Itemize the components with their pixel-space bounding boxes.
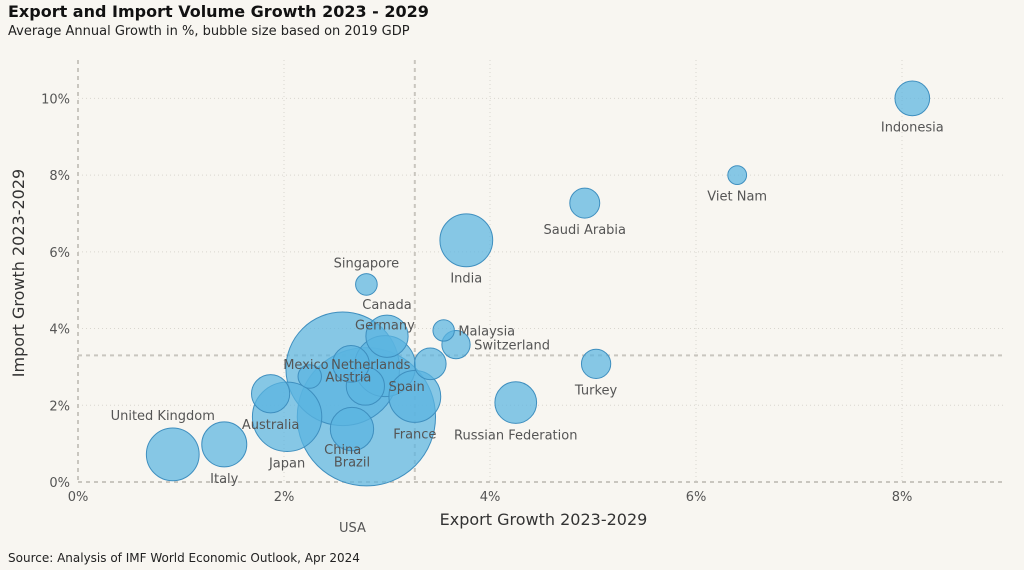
bubble-label-italy: Italy xyxy=(210,472,239,487)
bubble-label-singapore: Singapore xyxy=(334,257,400,272)
y-tick-label: 2% xyxy=(49,399,70,414)
bubble-netherlands xyxy=(413,347,447,381)
source-note: Source: Analysis of IMF World Economic O… xyxy=(8,551,360,565)
bubble-label-china: China xyxy=(324,443,361,458)
bubble-label-india: India xyxy=(450,272,482,287)
chart-subtitle: Average Annual Growth in %, bubble size … xyxy=(8,24,410,39)
x-tick-label: 4% xyxy=(480,490,501,505)
bubble-label-australia: Australia xyxy=(242,418,300,433)
x-axis-title: Export Growth 2023-2029 xyxy=(440,510,648,529)
y-tick-label: 10% xyxy=(41,92,70,107)
bubble-canada xyxy=(365,314,409,358)
bubble-label-germany: Germany xyxy=(355,319,415,334)
y-tick-label: 4% xyxy=(49,323,70,338)
bubble-france xyxy=(388,370,442,423)
y-tick-label: 8% xyxy=(49,169,70,184)
bubble-label-canada: Canada xyxy=(362,298,411,313)
bubble-label-saudi-arabia: Saudi Arabia xyxy=(544,223,627,238)
x-tick-label: 0% xyxy=(68,490,89,505)
x-tick-label: 8% xyxy=(892,490,913,505)
bubble-label-turkey: Turkey xyxy=(574,383,618,398)
bubble-mexico xyxy=(332,344,370,383)
bubble-italy xyxy=(201,421,248,468)
bubble-austria xyxy=(297,364,322,389)
bubble-label-brazil: Brazil xyxy=(334,456,370,471)
y-tick-label: 6% xyxy=(49,246,70,261)
y-axis-title: Import Growth 2023-2029 xyxy=(9,169,28,377)
bubble-label-spain: Spain xyxy=(388,380,424,395)
bubble-turkey xyxy=(580,348,612,379)
bubble-australia xyxy=(251,374,291,414)
bubble-singapore xyxy=(355,273,378,296)
x-tick-label: 2% xyxy=(274,490,295,505)
bubble-viet-nam xyxy=(727,165,748,185)
bubble-russian-federation xyxy=(494,381,538,424)
bubble-label-japan: Japan xyxy=(268,456,305,471)
bubble-india xyxy=(439,213,494,268)
bubble-label-netherlands: Netherlands xyxy=(331,358,410,373)
bubble-label-indonesia: Indonesia xyxy=(881,121,944,136)
bubble-united-kingdom xyxy=(145,427,200,482)
bubble-malaysia xyxy=(432,319,455,342)
bubble-label-united-kingdom: United Kingdom xyxy=(111,409,215,424)
bubble-brazil xyxy=(329,406,375,452)
x-tick-label: 6% xyxy=(686,490,707,505)
y-tick-label: 0% xyxy=(49,476,70,491)
bubble-label-france: France xyxy=(393,427,436,442)
chart-title: Export and Import Volume Growth 2023 - 2… xyxy=(8,2,429,21)
bubble-indonesia xyxy=(894,80,931,117)
bubble-label-mexico: Mexico xyxy=(283,358,328,373)
bubble-label-malaysia: Malaysia xyxy=(458,324,515,339)
bubble-label-switzerland: Switzerland xyxy=(474,339,550,354)
bubble-saudi-arabia xyxy=(569,187,601,219)
bubble-label-russian-federation: Russian Federation xyxy=(454,428,577,443)
bubble-label-usa: USA xyxy=(339,521,366,536)
bubble-label-viet-nam: Viet Nam xyxy=(707,189,767,204)
bubble-label-austria: Austria xyxy=(325,371,371,386)
